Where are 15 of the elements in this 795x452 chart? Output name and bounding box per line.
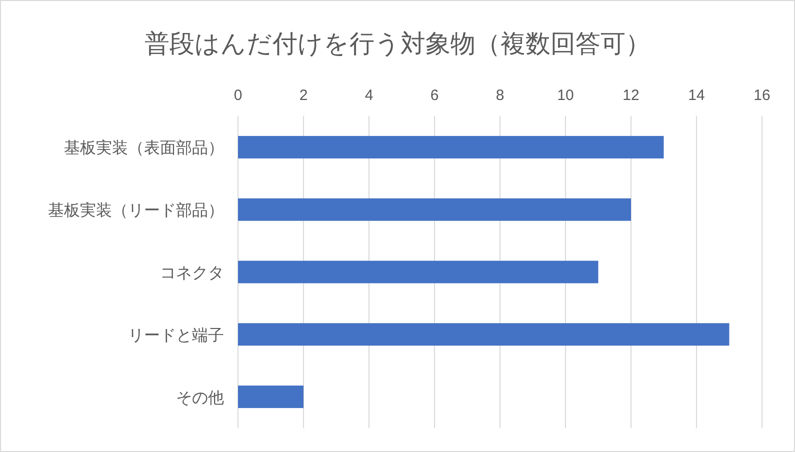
x-tick-label: 6 xyxy=(430,87,439,104)
y-tick-label: リードと端子 xyxy=(128,326,224,344)
x-tick-label: 12 xyxy=(622,87,640,104)
chart-title: 普段はんだ付けを行う対象物（複数回答可） xyxy=(144,30,650,58)
x-tick-label: 8 xyxy=(496,87,504,104)
y-tick-label: 基板実装（表面部品） xyxy=(64,139,224,158)
x-tick-label: 10 xyxy=(557,87,574,104)
x-tick-label: 4 xyxy=(364,87,374,104)
y-tick-label: コネクタ xyxy=(160,265,224,282)
x-tick-label: 2 xyxy=(299,87,308,104)
x-tick-label: 0 xyxy=(234,87,242,104)
y-tick-label: 基板実装（リード部品） xyxy=(48,202,224,220)
x-tick-label: 14 xyxy=(688,87,705,104)
x-tick-label: 16 xyxy=(754,87,770,104)
y-tick-label: その他 xyxy=(176,390,224,407)
